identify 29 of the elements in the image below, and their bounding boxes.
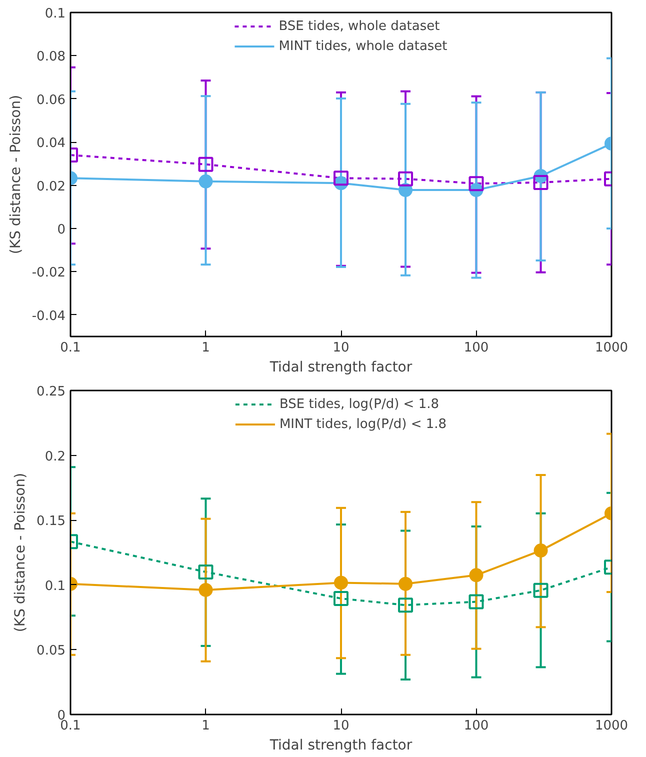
x-tick-label: 100 [464,340,489,356]
y-tick-label: 0.1 [44,578,66,594]
x-tick-label: 100 [464,718,489,734]
y-tick-label: 0.02 [36,179,66,194]
y-tick-label: 0.04 [36,136,66,152]
y-tick-label: 0.15 [36,514,66,530]
x-axis-title: Tidal strength factor [268,738,412,754]
y-tick-label: 0.05 [36,644,66,659]
x-tick-label: 1000 [594,340,628,356]
y-tick-label: -0.02 [32,266,66,281]
y-tick-label: 0.25 [36,384,66,400]
legend-label: BSE tides, whole dataset [278,18,440,34]
y-tick-label: 0.08 [36,50,66,65]
y-tick-label: 0.1 [44,6,66,22]
y-tick-label: -0.04 [32,308,66,324]
x-tick-label: 1 [202,718,210,734]
y-tick-label: 0.2 [44,449,66,464]
y-tick-label: 0.06 [36,92,66,108]
legend-label: MINT tides, whole dataset [278,38,448,54]
y-axis-title: (KS distance - Poisson) [8,94,24,254]
x-tick-label: 1000 [594,718,628,734]
x-axis-title: Tidal strength factor [268,360,412,376]
x-tick-label: 1 [202,340,210,356]
legend-label: MINT tides, log(P/d) < 1.8 [279,416,447,432]
y-tick-label: 0 [57,222,66,238]
x-tick-label: 10 [332,340,350,356]
y-axis-title: (KS distance - Poisson) [12,472,29,632]
legend-label: BSE tides, log(P/d) < 1.8 [279,396,440,412]
x-tick-label: 10 [332,718,350,734]
